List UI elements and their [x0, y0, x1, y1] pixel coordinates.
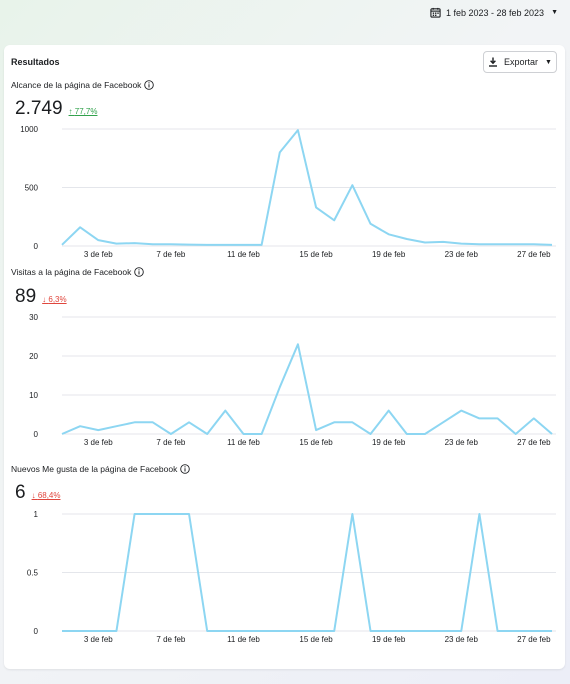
info-icon[interactable] [180, 464, 191, 474]
export-button[interactable]: Exportar ▼ [483, 51, 557, 73]
y-tick-label: 0.5 [27, 569, 39, 578]
download-icon [489, 57, 498, 67]
metric-label-reach: Alcance de la página de Facebook [11, 80, 155, 90]
caret-down-icon: ▼ [551, 9, 558, 16]
series-line[interactable] [62, 513, 552, 632]
x-tick-label: 11 de feb [227, 250, 260, 259]
metric-change-value: 68,4% [37, 491, 61, 500]
reach-chart: 0 500 1000 3 de feb 7 de feb 11 de feb 15 de f… [4, 121, 565, 266]
metric-change-value: 6,3% [48, 295, 67, 304]
visits-line-chart: 0 10 20 30 3 de feb 7 de feb 11 de feb 15 de fe… [29, 313, 556, 447]
metric-label-text: Nuevos Me gusta de la página de Facebook [11, 464, 178, 474]
date-range-label: 1 feb 2023 - 28 feb 2023 [445, 7, 545, 18]
y-tick-label: 0 [34, 627, 39, 636]
y-tick-label: 0 [34, 242, 39, 251]
metric-value-reach: 2.749 ↑ 77,7% [15, 98, 97, 120]
x-tick-label: 7 de feb [156, 635, 185, 644]
x-tick-label: 7 de feb [156, 438, 185, 447]
likes-chart: 0 0.5 1 3 de feb 7 de feb 11 de feb 15 de feb 1… [4, 506, 565, 651]
x-tick-label: 27 de feb [517, 438, 551, 447]
x-tick-label: 15 de feb [299, 250, 333, 259]
caret-down-icon: ▼ [545, 58, 552, 66]
x-tick-label: 11 de feb [227, 635, 260, 644]
metric-label-likes: Nuevos Me gusta de la página de Facebook [11, 464, 191, 474]
card-title: Resultados [11, 57, 60, 67]
info-icon[interactable] [134, 267, 145, 277]
x-tick-label: 19 de feb [372, 635, 406, 644]
x-tick-label: 27 de feb [517, 635, 551, 644]
top-bar: 1 feb 2023 - 28 feb 2023 ▼ [0, 0, 570, 30]
x-tick-label: 3 de feb [84, 635, 113, 644]
y-tick-label: 1 [34, 510, 39, 519]
x-tick-label: 19 de feb [372, 438, 406, 447]
metric-label-text: Visitas a la página de Facebook [11, 267, 132, 277]
metric-label-text: Alcance de la página de Facebook [11, 80, 142, 90]
x-tick-label: 3 de feb [84, 438, 113, 447]
y-tick-label: 20 [29, 352, 38, 361]
metric-change-value: 77,7% [74, 107, 98, 116]
results-card: Resultados Exportar ▼ Alcance de la pági… [4, 45, 565, 669]
x-tick-label: 11 de feb [227, 438, 260, 447]
metric-value-visits: 89 ↓ 6,3% [15, 286, 67, 308]
x-tick-label: 27 de feb [517, 250, 551, 259]
series-line[interactable] [61, 129, 553, 246]
metric-value: 89 [15, 286, 37, 307]
x-tick-label: 15 de feb [299, 635, 333, 644]
likes-line-chart: 0 0.5 1 3 de feb 7 de feb 11 de feb 15 de feb 1… [27, 510, 556, 644]
metric-value: 6 [15, 482, 26, 503]
reach-line-chart: 0 500 1000 3 de feb 7 de feb 11 de feb 15 de f… [20, 125, 556, 259]
series-line[interactable] [61, 343, 553, 435]
metric-value-likes: 6 ↓ 68,4% [15, 482, 61, 504]
y-tick-label: 10 [29, 391, 38, 400]
y-tick-label: 30 [29, 313, 38, 322]
metric-change[interactable]: ↑ 77,7% [68, 107, 98, 116]
x-tick-label: 19 de feb [372, 250, 406, 259]
calendar-icon [430, 7, 441, 18]
metric-change[interactable]: ↓ 68,4% [31, 491, 61, 500]
x-tick-label: 23 de feb [445, 250, 479, 259]
metric-value: 2.749 [15, 98, 63, 119]
export-label: Exportar [504, 57, 539, 67]
visits-chart: 0 10 20 30 3 de feb 7 de feb 11 de feb 15 de fe… [4, 309, 565, 454]
x-tick-label: 3 de feb [84, 250, 113, 259]
info-icon[interactable] [144, 80, 155, 90]
x-tick-label: 7 de feb [156, 250, 185, 259]
x-tick-label: 23 de feb [445, 438, 479, 447]
y-tick-label: 500 [25, 184, 39, 193]
y-tick-label: 0 [34, 430, 39, 439]
x-tick-label: 15 de feb [299, 438, 333, 447]
x-tick-label: 23 de feb [445, 635, 479, 644]
y-tick-label: 1000 [20, 125, 38, 134]
metric-label-visits: Visitas a la página de Facebook [11, 267, 145, 277]
date-range-picker[interactable]: 1 feb 2023 - 28 feb 2023 ▼ [430, 7, 558, 18]
metric-change[interactable]: ↓ 6,3% [42, 295, 67, 304]
